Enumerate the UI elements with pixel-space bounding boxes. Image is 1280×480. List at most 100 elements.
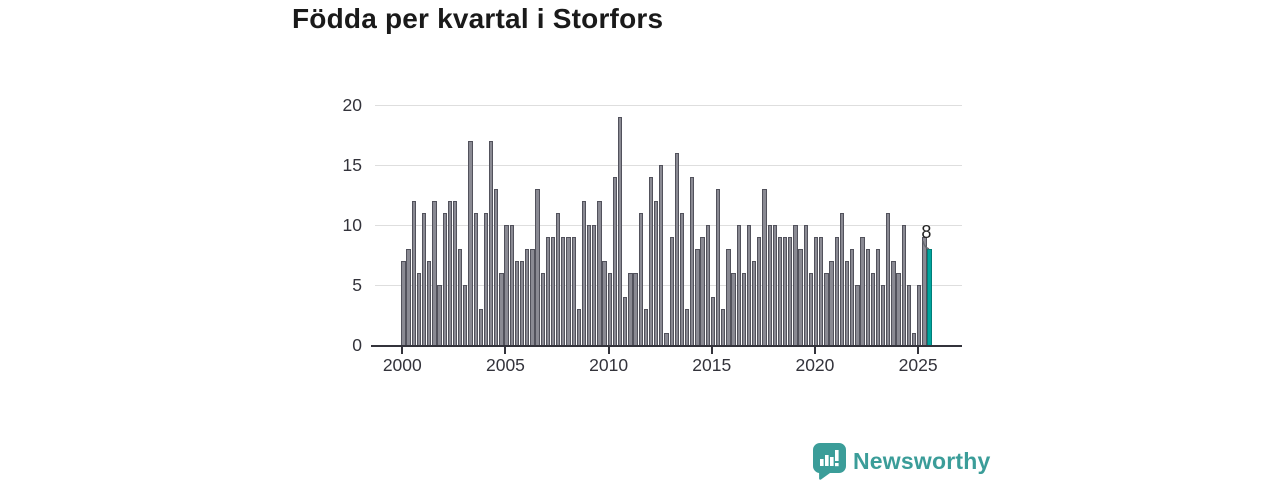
bar — [556, 213, 561, 345]
bar — [855, 285, 860, 345]
bar — [705, 225, 710, 345]
bar — [731, 273, 736, 345]
bar — [917, 285, 922, 345]
branding-name: Newsworthy — [853, 447, 991, 474]
bar — [829, 261, 834, 345]
branding: Newsworthy — [812, 442, 990, 480]
bar — [478, 309, 483, 345]
bar — [561, 237, 566, 345]
bar — [808, 273, 814, 345]
bar — [922, 237, 927, 345]
newsworthy-logo-icon — [812, 443, 846, 480]
bar — [824, 273, 829, 345]
bar — [813, 237, 819, 345]
bar — [901, 225, 906, 345]
bar — [886, 213, 891, 345]
x-axis-label: 2005 — [485, 355, 525, 375]
bar — [586, 225, 592, 345]
bar — [752, 261, 757, 345]
bar — [581, 201, 587, 345]
bar — [442, 213, 447, 345]
bar — [592, 225, 597, 345]
bar — [715, 189, 721, 345]
bar — [514, 261, 520, 345]
gridline — [375, 285, 962, 286]
bar — [839, 213, 845, 345]
bar — [782, 237, 788, 345]
bar — [798, 249, 803, 345]
bar — [803, 225, 808, 345]
bar — [432, 201, 437, 345]
bar — [880, 285, 886, 345]
bar — [473, 213, 478, 345]
x-axis-tick — [813, 347, 816, 354]
highlight-bar — [927, 249, 932, 345]
bar — [860, 237, 865, 345]
bar — [741, 273, 747, 345]
bar — [411, 201, 416, 345]
bar — [757, 237, 762, 345]
bar — [906, 285, 912, 345]
bar — [576, 309, 581, 345]
bar — [427, 261, 432, 345]
bar — [633, 273, 638, 345]
gridline — [375, 105, 962, 106]
bar — [865, 249, 870, 345]
bar — [447, 201, 453, 345]
bar — [643, 309, 649, 345]
x-axis-label: 2015 — [692, 355, 732, 375]
gridline — [375, 225, 962, 226]
x-axis-tick — [504, 347, 507, 354]
bar — [545, 237, 551, 345]
bar — [659, 165, 664, 345]
x-axis-tick — [401, 347, 404, 354]
bar — [726, 249, 731, 345]
bar — [571, 237, 576, 345]
bar — [654, 201, 659, 345]
x-axis-label: 2025 — [898, 355, 938, 375]
bar — [525, 249, 530, 345]
bar — [695, 249, 700, 345]
bar — [788, 237, 793, 345]
bar — [850, 249, 855, 345]
bar — [690, 177, 695, 345]
bar — [452, 201, 458, 345]
bar — [669, 237, 674, 345]
bar — [535, 189, 540, 345]
bar — [679, 213, 685, 345]
bar — [509, 225, 514, 345]
bar — [793, 225, 798, 345]
bar — [710, 297, 716, 345]
bar — [530, 249, 535, 345]
bar — [700, 237, 705, 345]
annotation-leader-line — [922, 240, 930, 250]
bar — [896, 273, 901, 345]
bar — [483, 213, 489, 345]
bar — [819, 237, 824, 345]
x-axis-tick — [607, 347, 610, 354]
bar — [602, 261, 607, 345]
bar — [721, 309, 726, 345]
bar — [617, 117, 623, 345]
bar — [504, 225, 509, 345]
bar — [674, 153, 679, 345]
y-axis-label: 15 — [342, 155, 362, 175]
bar — [767, 225, 772, 345]
bar — [519, 261, 525, 345]
bar — [463, 285, 468, 345]
x-axis-tick — [917, 347, 920, 354]
value-annotation: 8 — [921, 222, 932, 242]
bar — [494, 189, 499, 345]
chart-title: Födda per kvartal i Storfors — [292, 3, 664, 34]
bar — [891, 261, 896, 345]
bar — [488, 141, 494, 345]
bar — [401, 261, 406, 345]
bar — [628, 273, 633, 345]
y-axis-label: 20 — [342, 95, 362, 115]
bar — [911, 333, 917, 345]
bar — [638, 213, 643, 345]
bar — [875, 249, 881, 345]
bar — [684, 309, 690, 345]
bar — [607, 273, 612, 345]
